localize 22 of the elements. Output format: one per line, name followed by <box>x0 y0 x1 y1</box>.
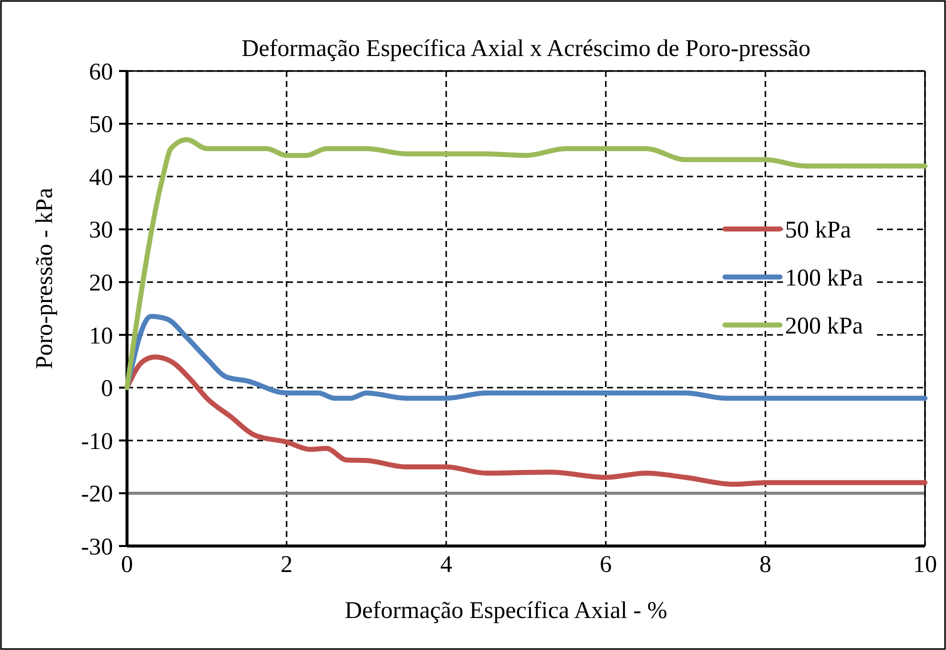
y-tick-label: 40 <box>89 164 113 191</box>
y-tick-label: 0 <box>101 376 113 402</box>
chart-title: Deformação Específica Axial x Acréscimo de Poro-pressão <box>241 36 811 62</box>
y-tick-label: -20 <box>81 482 113 508</box>
x-tick-label: 8 <box>759 552 772 578</box>
y-tick-label: 60 <box>89 59 113 86</box>
x-tick-label: 4 <box>440 552 452 578</box>
y-tick-label: 20 <box>89 270 113 297</box>
x-tick-label: 2 <box>280 552 293 578</box>
x-tick-label: 0 <box>121 552 133 578</box>
legend-label: 200 kPa <box>785 313 864 340</box>
y-tick-label: -30 <box>81 534 113 560</box>
y-tick-label: -10 <box>81 428 113 455</box>
y-tick-label: 30 <box>89 218 113 244</box>
y-axis-title: Poro-pressão - kPa <box>32 188 58 370</box>
x-tick-label: 6 <box>600 552 612 578</box>
y-tick-label: 50 <box>89 112 113 138</box>
x-axis-title: Deformação Específica Axial - % <box>344 598 668 624</box>
x-tick-label: 10 <box>913 552 937 578</box>
y-tick-label: 10 <box>89 323 113 350</box>
legend-label: 50 kPa <box>785 217 852 244</box>
legend-label: 100 kPa <box>785 265 864 292</box>
